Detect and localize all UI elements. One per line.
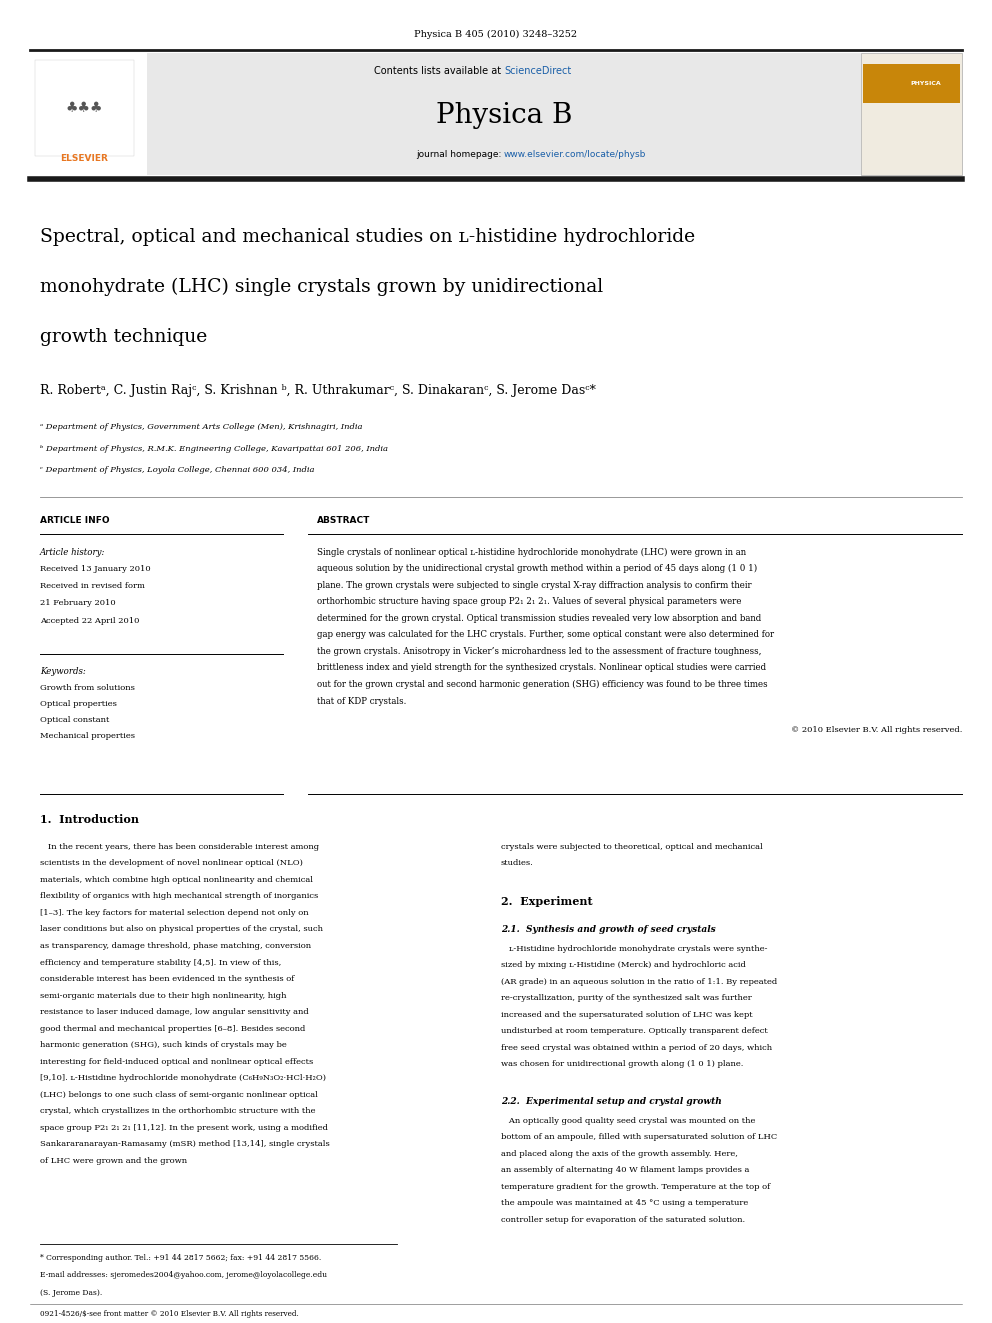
Text: materials, which combine high optical nonlinearity and chemical: materials, which combine high optical no… <box>40 876 312 884</box>
Text: was chosen for unidirectional growth along (1 0 1) plane.: was chosen for unidirectional growth alo… <box>501 1061 743 1069</box>
Text: harmonic generation (SHG), such kinds of crystals may be: harmonic generation (SHG), such kinds of… <box>40 1041 287 1049</box>
Text: PHYSICA: PHYSICA <box>911 81 940 86</box>
Text: Sankararanarayan-Ramasamy (mSR) method [13,14], single crystals: Sankararanarayan-Ramasamy (mSR) method [… <box>40 1140 329 1148</box>
Text: the grown crystals. Anisotropy in Vicker’s microhardness led to the assessment o: the grown crystals. Anisotropy in Vicker… <box>317 647 762 656</box>
Text: studies.: studies. <box>501 860 534 868</box>
Text: ♣♣♣: ♣♣♣ <box>65 102 103 115</box>
Text: semi-organic materials due to their high nonlinearity, high: semi-organic materials due to their high… <box>40 992 286 1000</box>
Text: monohydrate (LHC) single crystals grown by unidirectional: monohydrate (LHC) single crystals grown … <box>40 278 603 296</box>
Text: out for the grown crystal and second harmonic generation (SHG) efficiency was fo: out for the grown crystal and second har… <box>317 680 768 689</box>
Text: [9,10]. ʟ-Histidine hydrochloride monohydrate (C₆H₉N₃O₂·HCl·H₂O): [9,10]. ʟ-Histidine hydrochloride monohy… <box>40 1074 325 1082</box>
Text: ScienceDirect: ScienceDirect <box>504 66 571 77</box>
Text: ᵃ Department of Physics, Government Arts College (Men), Krishnagiri, India: ᵃ Department of Physics, Government Arts… <box>40 423 362 431</box>
Text: that of KDP crystals.: that of KDP crystals. <box>317 696 407 705</box>
Text: Physica B: Physica B <box>435 102 572 128</box>
Text: Spectral, optical and mechanical studies on ʟ-histidine hydrochloride: Spectral, optical and mechanical studies… <box>40 228 694 246</box>
Text: considerable interest has been evidenced in the synthesis of: considerable interest has been evidenced… <box>40 975 294 983</box>
Text: Single crystals of nonlinear optical ʟ-histidine hydrochloride monohydrate (LHC): Single crystals of nonlinear optical ʟ-h… <box>317 548 747 557</box>
Text: space group P2₁ 2₁ 2₁ [11,12]. In the present work, using a modified: space group P2₁ 2₁ 2₁ [11,12]. In the pr… <box>40 1125 327 1132</box>
Text: plane. The grown crystals were subjected to single crystal X-ray diffraction ana: plane. The grown crystals were subjected… <box>317 581 752 590</box>
Text: Physica B 405 (2010) 3248–3252: Physica B 405 (2010) 3248–3252 <box>415 30 577 38</box>
Text: E-mail addresses: sjeromedes2004@yahoo.com, jerome@loyolacollege.edu: E-mail addresses: sjeromedes2004@yahoo.c… <box>40 1271 326 1279</box>
Text: * Corresponding author. Tel.: +91 44 2817 5662; fax: +91 44 2817 5566.: * Corresponding author. Tel.: +91 44 281… <box>40 1254 321 1262</box>
Text: 21 February 2010: 21 February 2010 <box>40 599 115 607</box>
Text: Optical properties: Optical properties <box>40 700 116 708</box>
Text: crystals were subjected to theoretical, optical and mechanical: crystals were subjected to theoretical, … <box>501 843 763 851</box>
Text: (LHC) belongs to one such class of semi-organic nonlinear optical: (LHC) belongs to one such class of semi-… <box>40 1090 317 1099</box>
Text: 0921-4526/$-see front matter © 2010 Elsevier B.V. All rights reserved.: 0921-4526/$-see front matter © 2010 Else… <box>40 1310 299 1318</box>
Text: crystal, which crystallizes in the orthorhombic structure with the: crystal, which crystallizes in the ortho… <box>40 1107 315 1115</box>
Text: Accepted 22 April 2010: Accepted 22 April 2010 <box>40 617 139 624</box>
Text: Growth from solutions: Growth from solutions <box>40 684 135 692</box>
Text: ARTICLE INFO: ARTICLE INFO <box>40 516 109 525</box>
Text: gap energy was calculated for the LHC crystals. Further, some optical constant w: gap energy was calculated for the LHC cr… <box>317 631 775 639</box>
Text: efficiency and temperature stability [4,5]. In view of this,: efficiency and temperature stability [4,… <box>40 958 281 967</box>
Text: determined for the grown crystal. Optical transmission studies revealed very low: determined for the grown crystal. Optica… <box>317 614 762 623</box>
Text: brittleness index and yield strength for the synthesized crystals. Nonlinear opt: brittleness index and yield strength for… <box>317 664 767 672</box>
Text: growth technique: growth technique <box>40 328 207 347</box>
Text: Contents lists available at: Contents lists available at <box>374 66 504 77</box>
Text: An optically good quality seed crystal was mounted on the: An optically good quality seed crystal w… <box>501 1117 755 1125</box>
Text: interesting for field-induced optical and nonlinear optical effects: interesting for field-induced optical an… <box>40 1058 312 1066</box>
Text: Keywords:: Keywords: <box>40 667 85 676</box>
Text: Optical constant: Optical constant <box>40 716 109 724</box>
Text: In the recent years, there has been considerable interest among: In the recent years, there has been cons… <box>40 843 318 851</box>
Text: re-crystallization, purity of the synthesized salt was further: re-crystallization, purity of the synthe… <box>501 995 752 1003</box>
Text: ELSEVIER: ELSEVIER <box>61 155 108 163</box>
Text: sized by mixing ʟ-Histidine (Merck) and hydrochloric acid: sized by mixing ʟ-Histidine (Merck) and … <box>501 960 746 970</box>
Text: good thermal and mechanical properties [6–8]. Besides second: good thermal and mechanical properties [… <box>40 1024 306 1033</box>
Bar <box>30 53 147 175</box>
Text: 1.  Introduction: 1. Introduction <box>40 814 139 824</box>
Text: controller setup for evaporation of the saturated solution.: controller setup for evaporation of the … <box>501 1216 745 1224</box>
Text: Article history:: Article history: <box>40 548 105 557</box>
Text: laser conditions but also on physical properties of the crystal, such: laser conditions but also on physical pr… <box>40 926 322 934</box>
Text: 2.  Experiment: 2. Experiment <box>501 896 592 906</box>
Text: Received in revised form: Received in revised form <box>40 582 145 590</box>
Bar <box>863 64 960 103</box>
Text: bottom of an ampoule, filled with supersaturated solution of LHC: bottom of an ampoule, filled with supers… <box>501 1132 777 1142</box>
Text: ABSTRACT: ABSTRACT <box>317 516 371 525</box>
Text: R. Robertᵃ, C. Justin Rajᶜ, S. Krishnan ᵇ, R. Uthrakumarᶜ, S. Dinakaranᶜ, S. Jer: R. Robertᵃ, C. Justin Rajᶜ, S. Krishnan … <box>40 384 595 397</box>
Text: of LHC were grown and the grown: of LHC were grown and the grown <box>40 1156 186 1166</box>
Bar <box>861 53 962 175</box>
Text: an assembly of alternating 40 W filament lamps provides a: an assembly of alternating 40 W filament… <box>501 1167 749 1175</box>
Text: © 2010 Elsevier B.V. All rights reserved.: © 2010 Elsevier B.V. All rights reserved… <box>791 726 962 734</box>
Text: as transparency, damage threshold, phase matching, conversion: as transparency, damage threshold, phase… <box>40 942 310 950</box>
Text: Received 13 January 2010: Received 13 January 2010 <box>40 565 151 573</box>
Text: 2.1.  Synthesis and growth of seed crystals: 2.1. Synthesis and growth of seed crysta… <box>501 925 715 934</box>
Text: ᶜ Department of Physics, Loyola College, Chennai 600 034, India: ᶜ Department of Physics, Loyola College,… <box>40 466 314 474</box>
Text: free seed crystal was obtained within a period of 20 days, which: free seed crystal was obtained within a … <box>501 1044 772 1052</box>
Text: 2.2.  Experimental setup and crystal growth: 2.2. Experimental setup and crystal grow… <box>501 1097 722 1106</box>
Text: ʟ-Histidine hydrochloride monohydrate crystals were synthe-: ʟ-Histidine hydrochloride monohydrate cr… <box>501 945 768 953</box>
Text: temperature gradient for the growth. Temperature at the top of: temperature gradient for the growth. Tem… <box>501 1183 770 1191</box>
Text: (AR grade) in an aqueous solution in the ratio of 1:1. By repeated: (AR grade) in an aqueous solution in the… <box>501 978 777 986</box>
Text: increased and the supersaturated solution of LHC was kept: increased and the supersaturated solutio… <box>501 1011 753 1019</box>
Text: undisturbed at room temperature. Optically transparent defect: undisturbed at room temperature. Optical… <box>501 1028 768 1036</box>
Text: and placed along the axis of the growth assembly. Here,: and placed along the axis of the growth … <box>501 1150 738 1158</box>
Text: (S. Jerome Das).: (S. Jerome Das). <box>40 1289 102 1297</box>
Text: resistance to laser induced damage, low angular sensitivity and: resistance to laser induced damage, low … <box>40 1008 309 1016</box>
Text: flexibility of organics with high mechanical strength of inorganics: flexibility of organics with high mechan… <box>40 892 317 901</box>
Text: www.elsevier.com/locate/physb: www.elsevier.com/locate/physb <box>504 151 647 159</box>
Text: journal homepage:: journal homepage: <box>416 151 504 159</box>
Text: [1–3]. The key factors for material selection depend not only on: [1–3]. The key factors for material sele… <box>40 909 309 917</box>
Text: orthorhombic structure having space group P2₁ 2₁ 2₁. Values of several physical : orthorhombic structure having space grou… <box>317 598 742 606</box>
Text: ᵇ Department of Physics, R.M.K. Engineering College, Kavaripattai 601 206, India: ᵇ Department of Physics, R.M.K. Engineer… <box>40 445 388 452</box>
Text: the ampoule was maintained at 45 °C using a temperature: the ampoule was maintained at 45 °C usin… <box>501 1200 748 1208</box>
Text: aqueous solution by the unidirectional crystal growth method within a period of : aqueous solution by the unidirectional c… <box>317 565 758 573</box>
Text: scientists in the development of novel nonlinear optical (NLO): scientists in the development of novel n… <box>40 860 303 868</box>
Text: Mechanical properties: Mechanical properties <box>40 732 135 740</box>
Bar <box>35 60 134 156</box>
Bar <box>147 53 861 175</box>
